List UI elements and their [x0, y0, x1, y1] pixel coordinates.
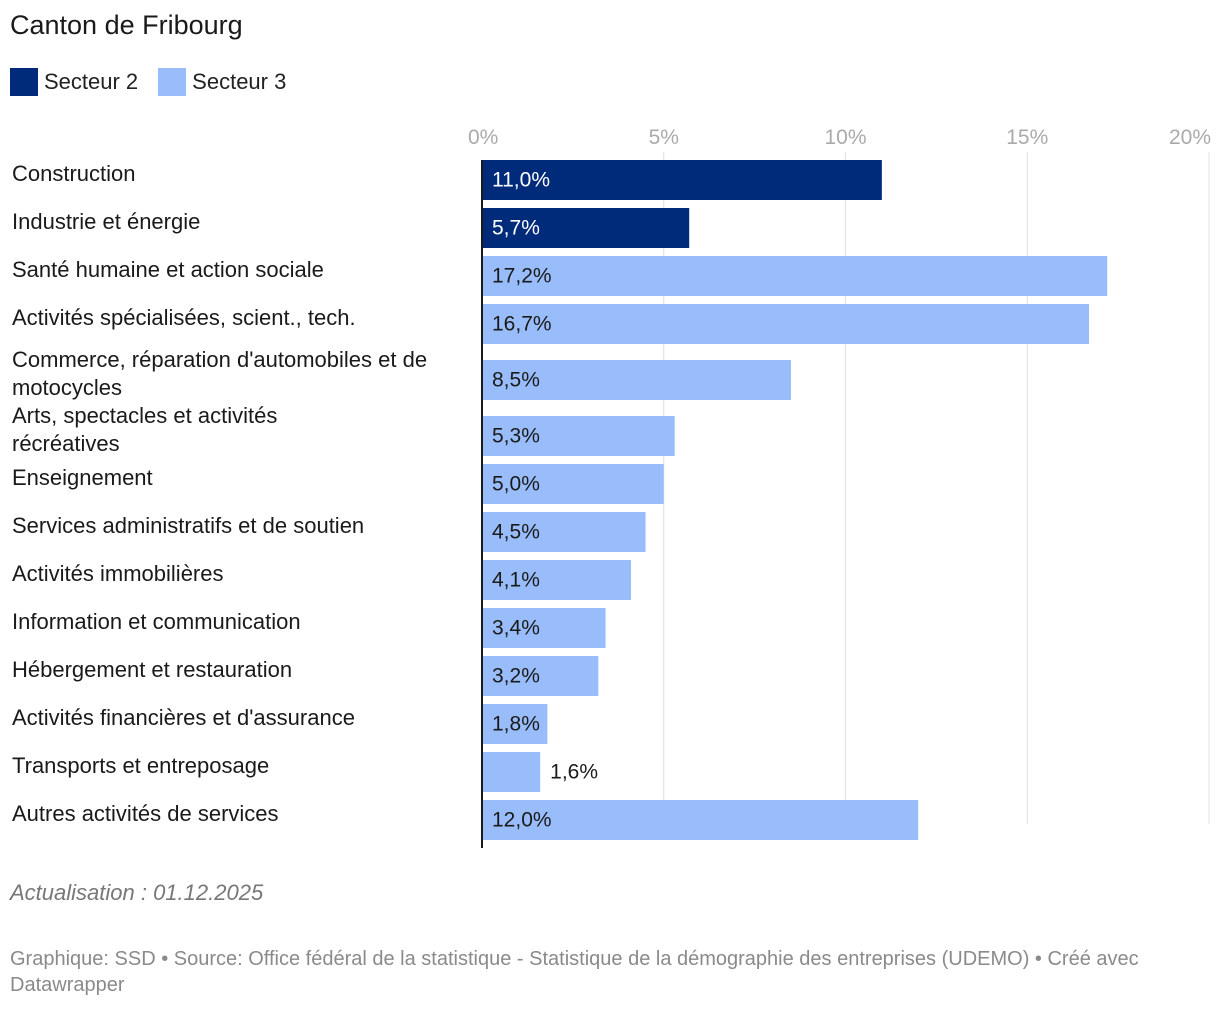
category-label: Activités financières et d'assurance	[12, 705, 355, 730]
category-label: Hébergement et restauration	[12, 657, 292, 682]
category-label: Construction	[12, 161, 136, 186]
category-label: récréatives	[12, 431, 120, 456]
category-label: Information et communication	[12, 609, 301, 634]
bar	[482, 704, 548, 744]
value-label: 1,6%	[550, 761, 598, 784]
value-label: 1,8%	[492, 713, 540, 736]
category-label: motocycles	[12, 375, 122, 400]
value-label: 16,7%	[492, 313, 552, 336]
value-label: 4,5%	[492, 521, 540, 544]
bar	[482, 752, 541, 792]
category-label: Santé humaine et action sociale	[12, 257, 324, 282]
legend-label-secteur-3: Secteur 3	[192, 69, 287, 94]
source-note: Graphique: SSD • Source: Office fédéral …	[10, 948, 1139, 996]
tick-label: 5%	[649, 126, 679, 149]
value-label: 5,7%	[492, 217, 540, 240]
legend-swatch-secteur-3	[158, 68, 187, 96]
category-label: Transports et entreposage	[12, 753, 269, 778]
value-label: 3,4%	[492, 617, 540, 640]
value-label: 11,0%	[492, 169, 550, 192]
legend-item-secteur-3: Secteur 3	[158, 68, 286, 96]
category-label: Arts, spectacles et activités	[12, 403, 277, 428]
value-label: 3,2%	[492, 665, 540, 688]
tick-label: 0%	[468, 126, 498, 149]
category-label: Industrie et énergie	[12, 209, 200, 234]
bar	[482, 360, 791, 400]
bar	[482, 512, 646, 552]
legend-label-secteur-2: Secteur 2	[44, 69, 139, 94]
bar	[482, 800, 919, 840]
bar	[482, 608, 606, 648]
value-label: 17,2%	[492, 265, 552, 288]
bar	[482, 160, 882, 200]
category-label: Services administratifs et de soutien	[12, 513, 364, 538]
bar	[482, 656, 599, 696]
bar	[482, 208, 690, 248]
category-label: Activités immobilières	[12, 561, 224, 586]
bar	[482, 560, 632, 600]
category-label: Enseignement	[12, 465, 153, 490]
value-label: 12,0%	[492, 809, 552, 832]
bar	[482, 464, 664, 504]
legend: Secteur 2 Secteur 3	[10, 66, 306, 98]
bar	[482, 256, 1108, 296]
bar	[482, 304, 1090, 344]
category-label: Commerce, réparation d'automobiles et de	[12, 347, 427, 372]
value-label: 4,1%	[492, 569, 540, 592]
category-label: Autres activités de services	[12, 801, 279, 826]
chart-title: Canton de Fribourg	[10, 10, 243, 40]
update-note: Actualisation : 01.12.2025	[10, 880, 264, 905]
legend-item-secteur-2: Secteur 2	[10, 68, 138, 96]
bar-chart: 0% 5% 10% 15% 20% Construction 11,0% Industrie …	[12, 126, 1211, 848]
value-label: 5,3%	[492, 425, 540, 448]
legend-swatch-secteur-2	[10, 68, 38, 96]
value-label: 8,5%	[492, 369, 540, 392]
bar	[482, 416, 675, 456]
tick-label: 15%	[1006, 126, 1048, 149]
tick-label: 20%	[1169, 126, 1211, 149]
value-label: 5,0%	[492, 473, 540, 496]
category-label: Activités spécialisées, scient., tech.	[12, 305, 356, 330]
tick-label: 10%	[824, 126, 866, 149]
